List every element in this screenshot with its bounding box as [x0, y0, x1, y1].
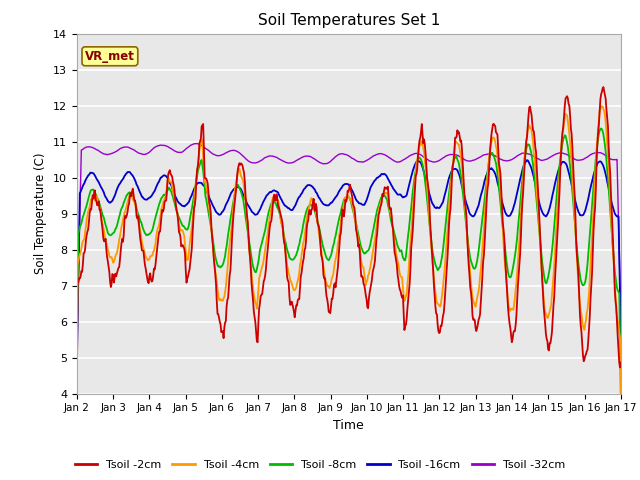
Legend: Tsoil -2cm, Tsoil -4cm, Tsoil -8cm, Tsoil -16cm, Tsoil -32cm: Tsoil -2cm, Tsoil -4cm, Tsoil -8cm, Tsoi… [70, 456, 570, 474]
Title: Soil Temperatures Set 1: Soil Temperatures Set 1 [258, 13, 440, 28]
Y-axis label: Soil Temperature (C): Soil Temperature (C) [35, 153, 47, 275]
X-axis label: Time: Time [333, 419, 364, 432]
Text: VR_met: VR_met [85, 50, 135, 63]
